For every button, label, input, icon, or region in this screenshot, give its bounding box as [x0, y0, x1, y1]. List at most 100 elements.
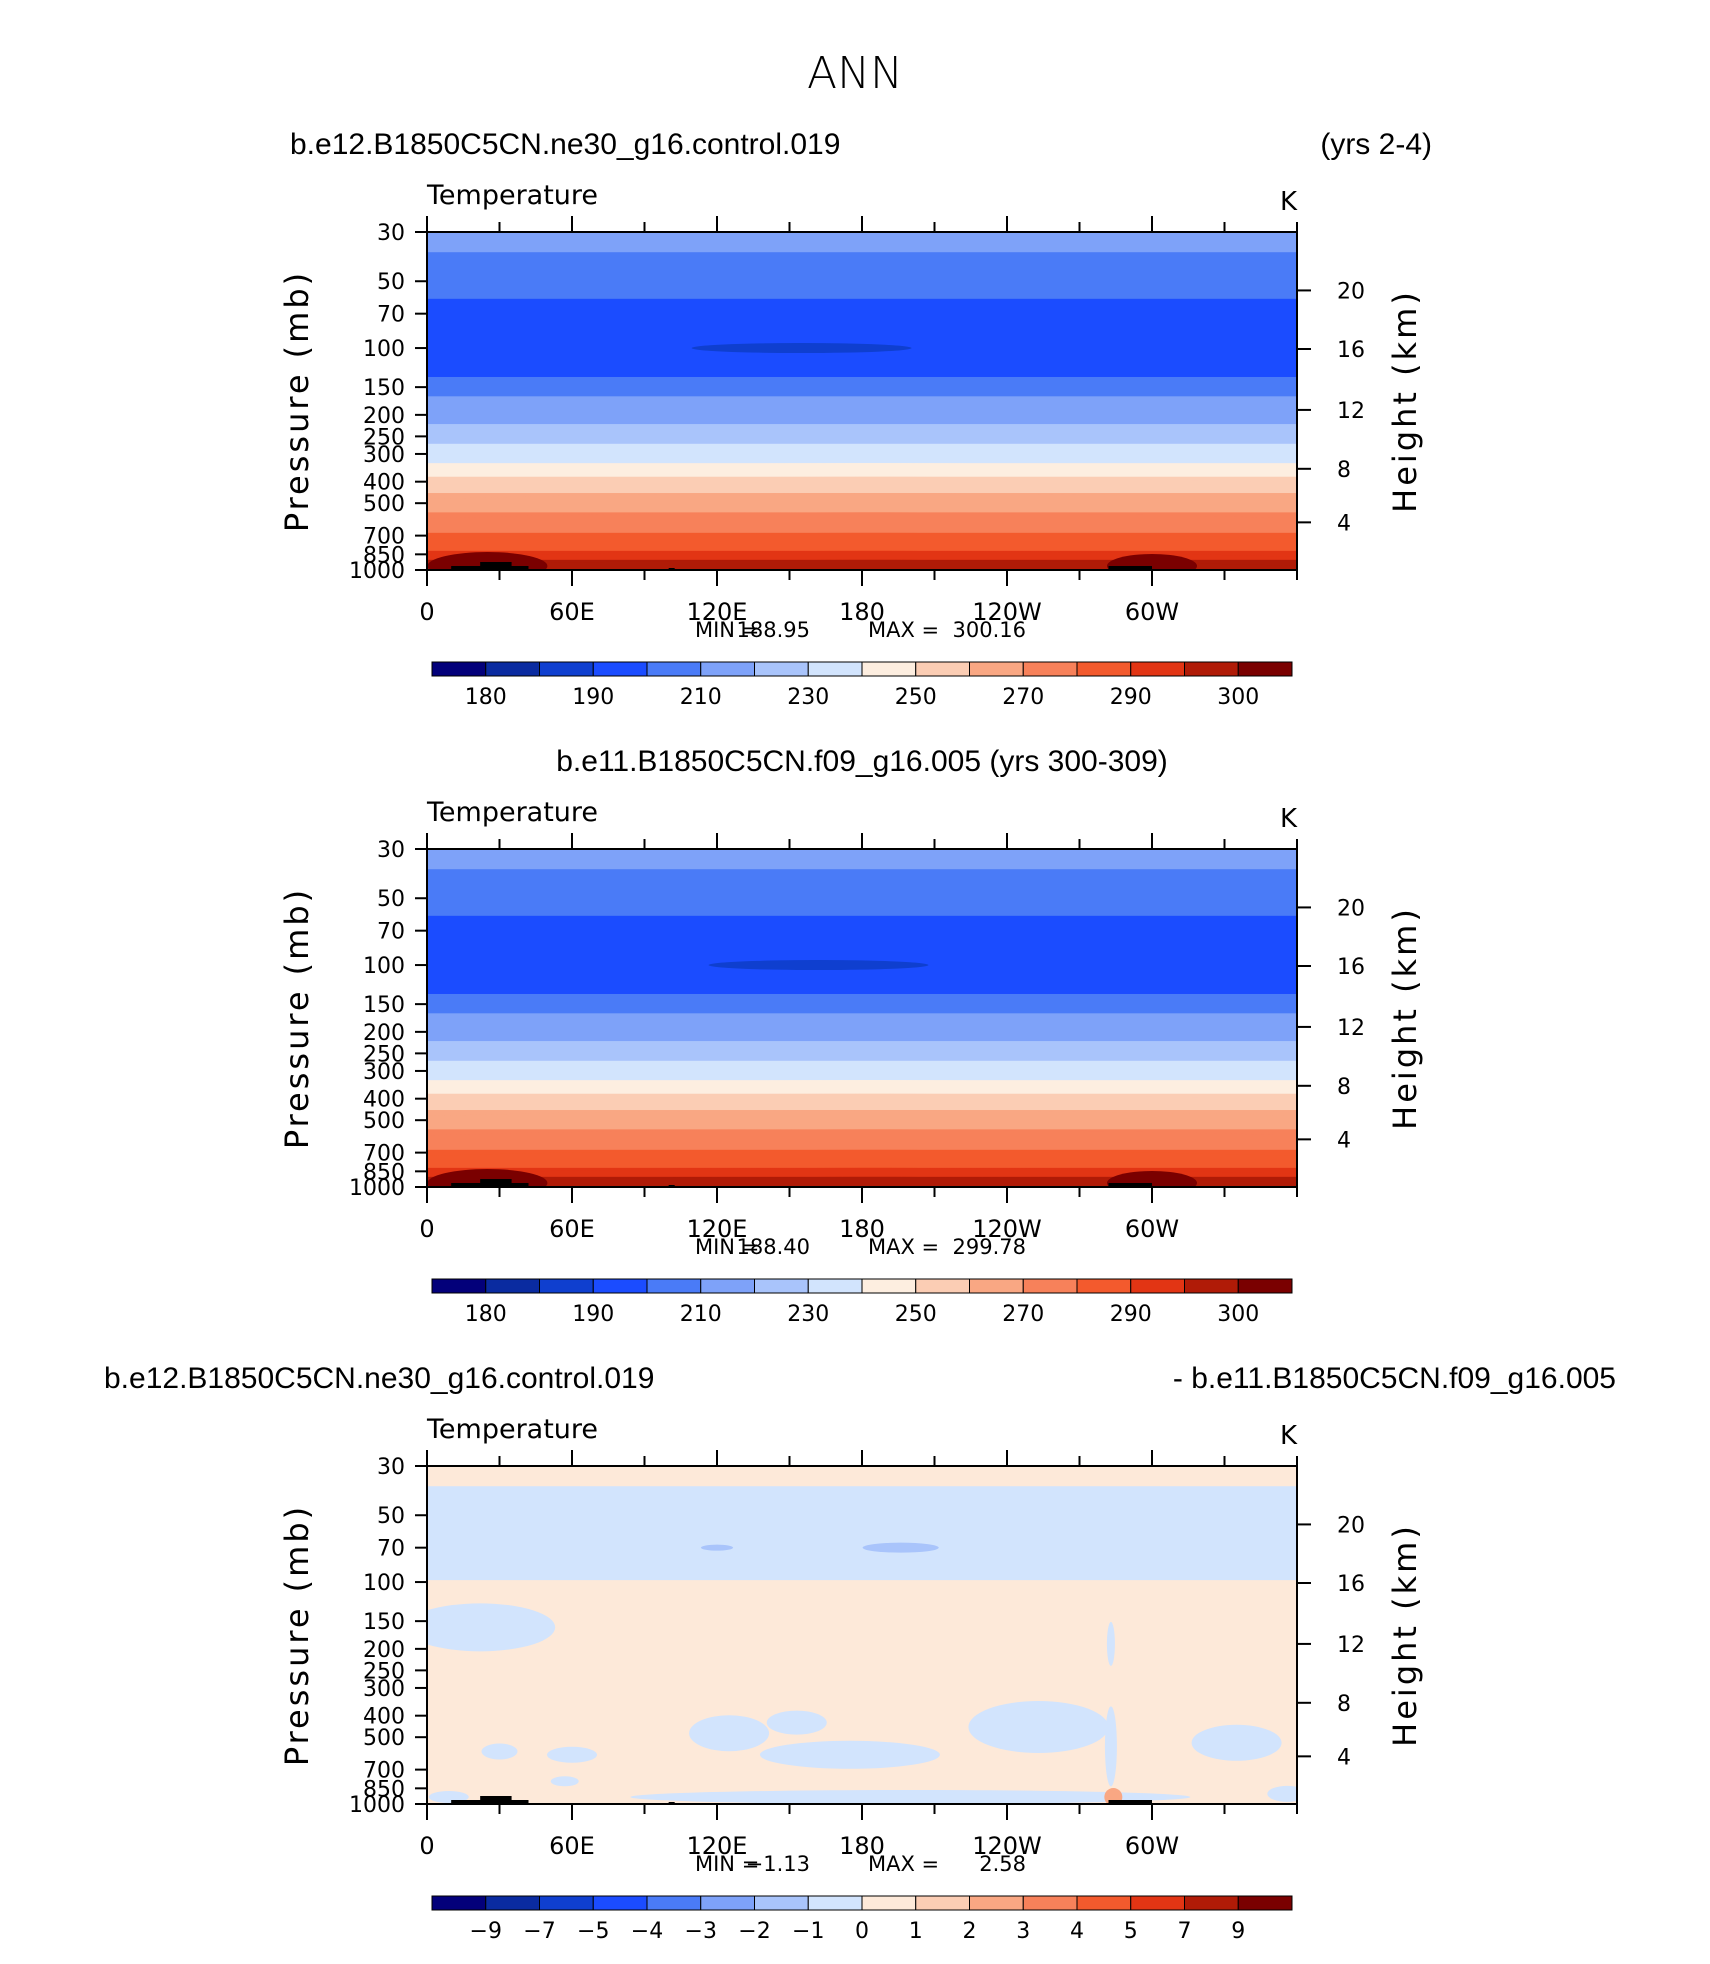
colorbar-swatch [431, 1895, 487, 1911]
contour-band [427, 1486, 1297, 1581]
min-value: 188.40 [737, 1235, 810, 1259]
colorbar-swatch [646, 661, 702, 677]
y-axis-label: Pressure (mb) [278, 887, 316, 1149]
colorbar-swatch [1184, 661, 1239, 677]
plot-area [427, 232, 1297, 570]
units-label: K [1280, 187, 1298, 217]
colorbar-label: 180 [465, 685, 507, 710]
x-tick-label: 180 [839, 598, 885, 626]
colorbar-label: 180 [465, 1302, 507, 1327]
y-tick-label: 30 [377, 221, 405, 246]
panel-header-right: (yrs 2-4) [1320, 128, 1432, 161]
contour-band-curved [427, 1176, 1297, 1187]
panel-control: b.e12.B1850C5CN.ne30_g16.control.019 (yrs… [278, 128, 1432, 710]
contour-band-curved [427, 1167, 1297, 1183]
difference-region-negative [547, 1746, 597, 1763]
contour-band [427, 1580, 1297, 1804]
minimum-contour [691, 343, 912, 354]
colorbar-swatch [592, 1278, 648, 1294]
difference-region-negative [1104, 1706, 1117, 1787]
colorbar-label: −1 [792, 1919, 824, 1944]
terrain-asia [451, 562, 529, 570]
colorbar-label: 300 [1217, 1302, 1259, 1327]
colorbar-label: −2 [738, 1919, 770, 1944]
contour-band [427, 376, 1297, 397]
colorbar-label: 210 [680, 685, 722, 710]
colorbar-swatch [485, 1895, 540, 1911]
y-tick-right-label: 16 [1337, 1572, 1365, 1597]
colorbar-swatch [431, 1278, 487, 1294]
surface-max-contour [427, 1169, 548, 1187]
colorbar-swatch [539, 661, 594, 677]
y-tick-label: 700 [363, 1142, 405, 1167]
max-value: 2.58 [979, 1852, 1026, 1876]
colorbar-label: 270 [1002, 685, 1044, 710]
colorbar-swatch [754, 661, 809, 677]
y-tick-label: 50 [377, 270, 405, 295]
contour-band [427, 1466, 1297, 1487]
y-tick-right-label: 8 [1337, 458, 1351, 483]
colorbar-label: 290 [1110, 685, 1152, 710]
colorbar-swatch [915, 1895, 970, 1911]
y-tick-label: 400 [363, 1088, 405, 1113]
y-tick-label: 250 [363, 425, 405, 450]
colorbar-swatch [1022, 1895, 1078, 1911]
colorbar-label: −9 [470, 1919, 502, 1944]
minimum-contour [708, 960, 929, 971]
x-tick-label: 120W [972, 598, 1042, 626]
colorbar-label: 190 [572, 685, 614, 710]
y-tick-right-label: 8 [1337, 1692, 1351, 1717]
difference-region-negative [550, 1776, 579, 1787]
contour-band [427, 1060, 1297, 1081]
terrain-asia [451, 1796, 529, 1804]
max-label: MAX = [868, 1852, 939, 1876]
x-tick-label: 120E [687, 1832, 748, 1860]
y-tick-label: 700 [363, 525, 405, 550]
max-label: MAX = [868, 1235, 939, 1259]
colorbar-swatch [1130, 1278, 1185, 1294]
x-tick-label: 0 [419, 1215, 434, 1243]
y-tick-right-label: 12 [1337, 399, 1365, 424]
y-tick-right-label: 16 [1337, 955, 1365, 980]
contour-band-curved [427, 532, 1297, 557]
y-axis-label-right: Height (km) [1386, 289, 1424, 513]
difference-region-negative [766, 1710, 827, 1735]
colorbar-swatch [1184, 1278, 1239, 1294]
colorbar-swatch [807, 661, 863, 677]
colorbar-swatch [700, 1895, 755, 1911]
contour-band-curved [427, 559, 1297, 570]
page-title: ANN [807, 48, 903, 99]
colorbar-swatch [592, 1895, 648, 1911]
max-value: 300.16 [953, 618, 1026, 642]
y-tick-label: 500 [363, 1109, 405, 1134]
contour-band [427, 1041, 1297, 1062]
y-tick-label: 250 [363, 1042, 405, 1067]
y-axis-label: Pressure (mb) [278, 270, 316, 532]
y-tick-label: 850 [363, 1777, 405, 1802]
y-tick-label: 150 [363, 376, 405, 401]
contour-band [427, 252, 1297, 300]
colorbar-swatch [592, 661, 648, 677]
y-tick-label: 850 [363, 1160, 405, 1185]
difference-region-negative-strong [862, 1542, 939, 1553]
colorbar-label: 9 [1231, 1919, 1245, 1944]
max-value: 299.78 [953, 1235, 1026, 1259]
y-tick-label: 200 [363, 1638, 405, 1663]
colorbar-swatch [1184, 1895, 1239, 1911]
difference-region-negative-strong [701, 1544, 733, 1551]
contour-band [427, 443, 1297, 464]
x-tick-label: 60W [1125, 598, 1179, 626]
colorbar-label: 210 [680, 1302, 722, 1327]
colorbar-swatch [539, 1278, 594, 1294]
panel-difference: b.e12.B1850C5CN.ne30_g16.control.019 - b.… [104, 1362, 1616, 1944]
panel-header-center: b.e11.B1850C5CN.f09_g16.005 (yrs 300-309… [556, 745, 1168, 778]
colorbar-label: 4 [1070, 1919, 1084, 1944]
terrain-andes [1108, 566, 1152, 570]
y-tick-label: 400 [363, 1705, 405, 1730]
x-tick-label: 60E [549, 1215, 595, 1243]
contour-band-curved [427, 550, 1297, 566]
colorbar-label: 250 [895, 1302, 937, 1327]
units-label: K [1280, 1421, 1298, 1451]
y-tick-label: 250 [363, 1659, 405, 1684]
y-tick-label: 70 [377, 920, 405, 945]
